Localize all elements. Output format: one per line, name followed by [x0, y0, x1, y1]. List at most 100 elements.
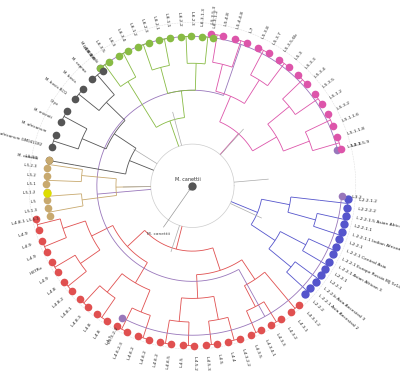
- Text: L.5.2.3: L.5.2.3: [24, 163, 37, 169]
- Text: L.6.2.3: L.6.2.3: [189, 11, 194, 26]
- Text: L.4.5.3: L.4.5.3: [204, 355, 210, 371]
- Text: L.6.3: L.6.3: [106, 37, 115, 48]
- Text: L.5: L.5: [31, 199, 37, 204]
- Text: L.4.7: L.4.7: [105, 335, 113, 346]
- Text: L.5.3.8: L.5.3.8: [261, 24, 271, 39]
- Text: L.5.1.1.6: L.5.1.1.6: [342, 112, 361, 123]
- Text: L.4.8.2: L.4.8.2: [51, 296, 65, 309]
- Text: M. canettii: M. canettii: [17, 153, 39, 160]
- Text: L.2.2.1 Europe Russia BIJ 5r140: L.2.2.1 Europe Russia BIJ 5r140: [342, 257, 400, 291]
- Text: L.4.9: L.4.9: [39, 276, 50, 285]
- Text: M. africanum GM041182: M. africanum GM041182: [0, 130, 42, 147]
- Polygon shape: [0, 175, 5, 183]
- Text: L.4.3.1.2: L.4.3.1.2: [305, 311, 320, 328]
- Text: L.5.3.5: L.5.3.5: [25, 154, 39, 160]
- Text: L.7: L.7: [248, 26, 255, 34]
- Text: L.5.4.8: L.5.4.8: [223, 11, 230, 26]
- Text: L.6.3.6: L.6.3.6: [83, 47, 96, 61]
- Text: L.2.2.1.1: L.2.2.1.1: [354, 224, 373, 233]
- Text: L.6.2.3: L.6.2.3: [139, 18, 147, 34]
- Text: L.5.3.5: L.5.3.5: [322, 77, 336, 89]
- Text: M. bovis BCG: M. bovis BCG: [44, 76, 68, 95]
- Text: L.2.2.1 Asia Ancestral 2: L.2.2.1 Asia Ancestral 2: [317, 294, 358, 330]
- Text: L.5.1.1: L.5.1.1: [26, 216, 40, 223]
- Text: L.5.3: L.5.3: [294, 50, 304, 61]
- Text: L.2.2.1: L.2.2.1: [348, 241, 364, 250]
- Text: L.6.1.2: L.6.1.2: [127, 22, 136, 37]
- Text: L.5.3.3: L.5.3.3: [304, 56, 317, 69]
- Text: L.5.3.2: L.5.3.2: [336, 101, 351, 111]
- Text: L.5.2: L.5.2: [26, 173, 36, 178]
- Text: L.5.3.2.2: L.5.3.2.2: [107, 326, 119, 345]
- Text: L.2.2.1: L.2.2.1: [333, 273, 348, 284]
- Text: M. africanum: M. africanum: [20, 120, 47, 133]
- Text: Oryx: Oryx: [49, 99, 59, 107]
- Text: L.4.6.2: L.4.6.2: [153, 352, 160, 367]
- Text: L.2.2.b Asia Ancestral 3: L.2.2.b Asia Ancestral 3: [323, 287, 366, 322]
- Text: L.5.4.4.8: L.5.4.4.8: [236, 10, 245, 30]
- Text: L.2.2.1.1 Indian African 1: L.2.2.1.1 Indian African 1: [351, 233, 400, 252]
- Text: L.5.1.2: L.5.1.2: [23, 191, 36, 195]
- Text: L.3.2.1: L.3.2.1: [347, 142, 362, 149]
- Polygon shape: [0, 120, 5, 128]
- Text: M. bovis: M. bovis: [62, 70, 77, 84]
- Text: L.4.9: L.4.9: [27, 254, 38, 263]
- Text: L.4.6.5: L.4.6.5: [166, 354, 172, 370]
- Polygon shape: [4, 66, 12, 74]
- Polygon shape: [0, 62, 6, 71]
- Text: L.4.8.1: L.4.8.1: [11, 219, 26, 226]
- Text: L.4.5: L.4.5: [217, 354, 222, 365]
- Text: L.4.3.2: L.4.3.2: [285, 327, 297, 341]
- Polygon shape: [9, 70, 18, 78]
- Text: L.5.3.4: L.5.3.4: [313, 66, 327, 79]
- Text: L.4.3.2.2: L.4.3.2.2: [241, 348, 250, 367]
- Text: L.5.1: L.5.1: [26, 182, 36, 186]
- Text: L.5.3.7: L.5.3.7: [272, 30, 283, 45]
- Text: L.6.2.1: L.6.2.1: [152, 15, 159, 30]
- Text: L.4.5.2: L.4.5.2: [192, 356, 196, 371]
- Text: L.3.2: L.3.2: [352, 195, 363, 200]
- Text: L.5.3.5.6b: L.5.3.5.6b: [284, 32, 299, 52]
- Text: L.5.1.2: L.5.1.2: [329, 89, 344, 100]
- Text: L.6.3.1.3: L.6.3.1.3: [201, 7, 206, 27]
- Text: L.4.6.2: L.4.6.2: [140, 349, 148, 364]
- Text: L.2.2.1.2: L.2.2.1.2: [358, 198, 378, 204]
- Text: L.5.3.5.9: L.5.3.5.9: [350, 140, 370, 148]
- Text: H37Rv: H37Rv: [29, 266, 44, 276]
- Text: M. caprae: M. caprae: [70, 56, 87, 73]
- Text: L.4.9: L.4.9: [22, 243, 33, 250]
- Text: L.4.8: L.4.8: [94, 328, 103, 340]
- Text: L.4.3.1: L.4.3.1: [295, 319, 308, 333]
- Text: L.4.3.3: L.4.3.3: [275, 333, 286, 348]
- Text: L.2.2.2.2: L.2.2.2.2: [357, 207, 377, 214]
- Text: L.5.1.3: L.5.1.3: [24, 208, 38, 214]
- Text: L.2.2.2: L.2.2.2: [311, 300, 324, 313]
- Text: L.4.8.3: L.4.8.3: [70, 313, 83, 327]
- Text: L.4.5: L.4.5: [179, 356, 184, 367]
- Text: L.3.1.2.3: L.3.1.2.3: [81, 44, 96, 61]
- Text: L.4.6.2: L.4.6.2: [127, 345, 136, 360]
- Text: L.4.3.5: L.4.3.5: [252, 344, 262, 359]
- Text: L.4.6.2.3: L.4.6.2.3: [113, 340, 124, 359]
- Text: L.6.2.2: L.6.2.2: [176, 12, 182, 27]
- Text: L.6.3.1.2: L.6.3.1.2: [213, 9, 219, 28]
- Text: L.6.3.5: L.6.3.5: [94, 40, 105, 54]
- Text: L.6.3.4: L.6.3.4: [116, 27, 126, 42]
- Text: L.4.8.1: L.4.8.1: [60, 305, 74, 318]
- Text: L.6.1.1: L.6.1.1: [164, 13, 170, 28]
- Text: L.4.3.4.1: L.4.3.4.1: [264, 339, 276, 358]
- Text: L.5.1.1.8: L.5.1.1.8: [347, 126, 366, 136]
- Text: L.2.2.1: L.2.2.1: [328, 280, 342, 292]
- Text: L.4.8: L.4.8: [46, 286, 57, 296]
- Text: L.2.2.1 Asian African 3: L.2.2.1 Asian African 3: [337, 265, 382, 292]
- Text: M. canettii: M. canettii: [147, 189, 190, 236]
- Text: M. microti: M. microti: [33, 107, 52, 120]
- Text: L.4.8: L.4.8: [83, 321, 92, 332]
- Text: L.5.3.5.3: L.5.3.5.3: [210, 4, 217, 24]
- Polygon shape: [6, 176, 12, 183]
- Text: L.4.9: L.4.9: [18, 231, 29, 238]
- Text: L.2.2.1.5 Asian African 2: L.2.2.1.5 Asian African 2: [356, 216, 400, 230]
- Text: L.4.4: L.4.4: [229, 351, 235, 362]
- Text: L.2.2.1 Central Asia: L.2.2.1 Central Asia: [345, 249, 386, 269]
- Text: M. canettii: M. canettii: [175, 177, 201, 182]
